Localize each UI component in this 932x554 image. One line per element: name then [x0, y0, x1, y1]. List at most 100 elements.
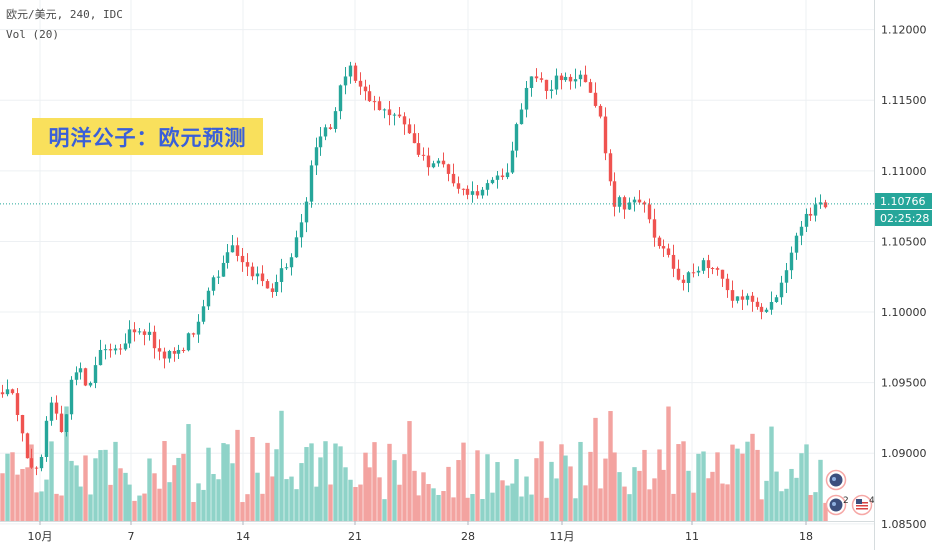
candle-body[interactable] [387, 109, 392, 116]
candle-body[interactable] [755, 301, 760, 307]
candle-body[interactable] [578, 74, 583, 80]
candle-body[interactable] [495, 175, 500, 180]
candle-body[interactable] [191, 333, 196, 335]
candle-body[interactable] [167, 351, 172, 359]
candle-body[interactable] [730, 290, 735, 301]
candle-body[interactable] [779, 282, 784, 298]
candle-body[interactable] [696, 270, 701, 273]
candle-body[interactable] [377, 101, 382, 111]
candle-body[interactable] [608, 153, 613, 182]
candle-body[interactable] [632, 199, 637, 203]
candle-body[interactable] [480, 189, 485, 196]
candle-body[interactable] [323, 127, 328, 137]
candle-body[interactable] [407, 124, 412, 134]
time-axis[interactable]: 10月 7 14 21 28 11月 11 18 [28, 521, 814, 543]
candle-body[interactable] [426, 155, 431, 168]
candle-body[interactable] [559, 75, 564, 81]
candle-body[interactable] [764, 309, 769, 312]
candle-body[interactable] [784, 270, 789, 283]
candle-body[interactable] [740, 296, 745, 300]
candle-body[interactable] [265, 281, 270, 289]
candle-body[interactable] [74, 372, 79, 380]
candle-body[interactable] [617, 197, 622, 207]
candle-body[interactable] [382, 109, 387, 111]
candle-body[interactable] [475, 191, 480, 196]
candle-body[interactable] [98, 349, 103, 366]
candle-body[interactable] [416, 143, 421, 155]
candle-body[interactable] [152, 331, 157, 349]
candle-body[interactable] [211, 277, 216, 291]
candle-body[interactable] [701, 260, 706, 271]
candle-body[interactable] [500, 175, 505, 178]
candle-body[interactable] [176, 349, 181, 354]
candle-body[interactable] [343, 76, 348, 86]
candle-body[interactable] [196, 321, 201, 335]
candle-body[interactable] [681, 279, 686, 283]
candle-body[interactable] [402, 116, 407, 125]
candle-body[interactable] [93, 365, 98, 383]
candle-body[interactable] [49, 402, 54, 421]
candle-body[interactable] [799, 226, 804, 236]
candle-body[interactable] [588, 82, 593, 93]
candle-body[interactable] [671, 254, 676, 269]
candle-body[interactable] [358, 80, 363, 87]
us-flag-icon[interactable]: 4 [851, 494, 876, 516]
candle-body[interactable] [29, 458, 34, 468]
candle-body[interactable] [652, 219, 657, 238]
candle-body[interactable] [823, 202, 828, 208]
candle-body[interactable] [113, 348, 118, 351]
candle-body[interactable] [603, 116, 608, 154]
candle-body[interactable] [123, 343, 128, 350]
candle-body[interactable] [304, 201, 309, 223]
candle-body[interactable] [804, 213, 809, 227]
candle-body[interactable] [127, 329, 132, 344]
candle-body[interactable] [431, 163, 436, 168]
candle-body[interactable] [367, 91, 372, 102]
candle-body[interactable] [318, 136, 323, 148]
candle-body[interactable] [539, 78, 544, 80]
candle-body[interactable] [446, 164, 451, 174]
candle-body[interactable] [759, 306, 764, 312]
candle-body[interactable] [715, 268, 720, 270]
candle-body[interactable] [412, 133, 417, 144]
candle-body[interactable] [505, 172, 510, 178]
candle-body[interactable] [725, 278, 730, 291]
candle-body[interactable] [240, 255, 245, 263]
candle-body[interactable] [813, 204, 818, 216]
candle-body[interactable] [519, 109, 524, 125]
candle-body[interactable] [78, 368, 83, 373]
candle-body[interactable] [39, 456, 44, 469]
candle-body[interactable] [309, 165, 314, 202]
candle-body[interactable] [818, 202, 823, 205]
candle-body[interactable] [142, 331, 147, 335]
candle-body[interactable] [769, 302, 774, 310]
candle-body[interactable] [201, 306, 206, 322]
candle-body[interactable] [59, 413, 64, 432]
candle-body[interactable] [573, 79, 578, 82]
candle-body[interactable] [221, 262, 226, 277]
candle-body[interactable] [103, 349, 108, 351]
candle-body[interactable] [314, 147, 319, 166]
eu-flag-icon[interactable]: 2 [825, 494, 849, 516]
candle-body[interactable] [294, 237, 299, 258]
candle-body[interactable] [348, 65, 353, 77]
candle-body[interactable] [514, 124, 519, 151]
candle-body[interactable] [451, 173, 456, 184]
candle-body[interactable] [118, 348, 123, 350]
candle-body[interactable] [461, 188, 466, 190]
candle-body[interactable] [666, 248, 671, 255]
candle-body[interactable] [250, 266, 255, 277]
candle-body[interactable] [470, 191, 475, 195]
candle-body[interactable] [529, 76, 534, 88]
candle-body[interactable] [563, 76, 568, 81]
candle-body[interactable] [710, 268, 715, 270]
candle-body[interactable] [299, 222, 304, 238]
candle-body[interactable] [441, 160, 446, 165]
candle-body[interactable] [284, 267, 289, 269]
candle-body[interactable] [661, 246, 666, 249]
candle-body[interactable] [774, 297, 779, 303]
candle-body[interactable] [260, 273, 265, 282]
candle-body[interactable] [181, 349, 186, 351]
